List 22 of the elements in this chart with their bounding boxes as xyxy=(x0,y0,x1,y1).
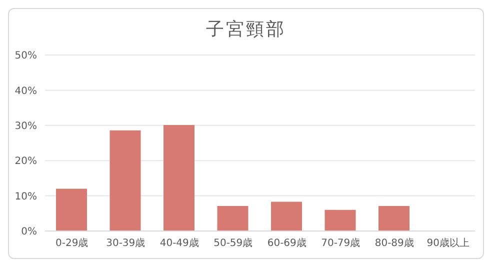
y-tick-label: 40% xyxy=(14,86,37,97)
x-tick-label: 40-49歳 xyxy=(160,237,199,250)
bar xyxy=(110,130,141,231)
bar xyxy=(217,206,248,231)
x-tick-label: 80-89歳 xyxy=(374,237,414,250)
y-tick-label: 50% xyxy=(14,50,37,62)
bar xyxy=(271,202,302,231)
y-tick-label: 0% xyxy=(21,226,37,238)
x-tick-label: 0-29歳 xyxy=(56,237,88,250)
y-tick-label: 20% xyxy=(14,156,37,168)
y-tick-label: 30% xyxy=(14,120,37,132)
bar xyxy=(164,125,194,231)
bar xyxy=(324,210,356,231)
x-tick-label: 70-79歳 xyxy=(321,237,360,250)
x-tick-label: 50-59歳 xyxy=(214,237,253,250)
bar xyxy=(56,188,87,231)
y-tick-label: 10% xyxy=(14,191,37,202)
x-tick-label: 60-69歳 xyxy=(267,237,306,250)
bar xyxy=(378,206,410,231)
x-tick-label: 90歳以上 xyxy=(426,237,470,250)
x-tick-label: 30-39歳 xyxy=(106,237,146,250)
chart-title: 子宮頸部 xyxy=(205,18,287,42)
